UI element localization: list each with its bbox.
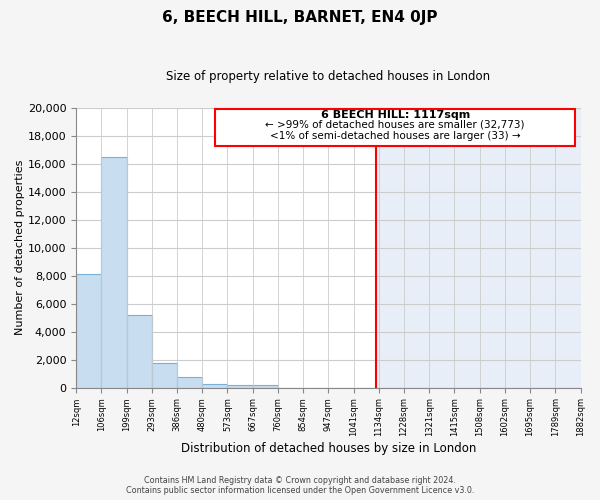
Bar	[376, 108, 581, 388]
Bar	[127, 315, 152, 388]
Y-axis label: Number of detached properties: Number of detached properties	[15, 160, 25, 336]
Text: 6 BEECH HILL: 1117sqm: 6 BEECH HILL: 1117sqm	[320, 110, 470, 120]
Bar	[152, 363, 177, 388]
Bar	[227, 384, 253, 388]
Text: ← >99% of detached houses are smaller (32,773): ← >99% of detached houses are smaller (3…	[265, 120, 525, 130]
Text: 6, BEECH HILL, BARNET, EN4 0JP: 6, BEECH HILL, BARNET, EN4 0JP	[162, 10, 438, 25]
Bar	[177, 377, 202, 388]
FancyBboxPatch shape	[215, 109, 575, 146]
Bar	[202, 384, 227, 388]
Bar	[101, 156, 127, 388]
Text: Contains HM Land Registry data © Crown copyright and database right 2024.
Contai: Contains HM Land Registry data © Crown c…	[126, 476, 474, 495]
Bar	[76, 274, 101, 388]
Text: <1% of semi-detached houses are larger (33) →: <1% of semi-detached houses are larger (…	[270, 131, 520, 141]
Title: Size of property relative to detached houses in London: Size of property relative to detached ho…	[166, 70, 490, 83]
X-axis label: Distribution of detached houses by size in London: Distribution of detached houses by size …	[181, 442, 476, 455]
Bar	[253, 385, 278, 388]
